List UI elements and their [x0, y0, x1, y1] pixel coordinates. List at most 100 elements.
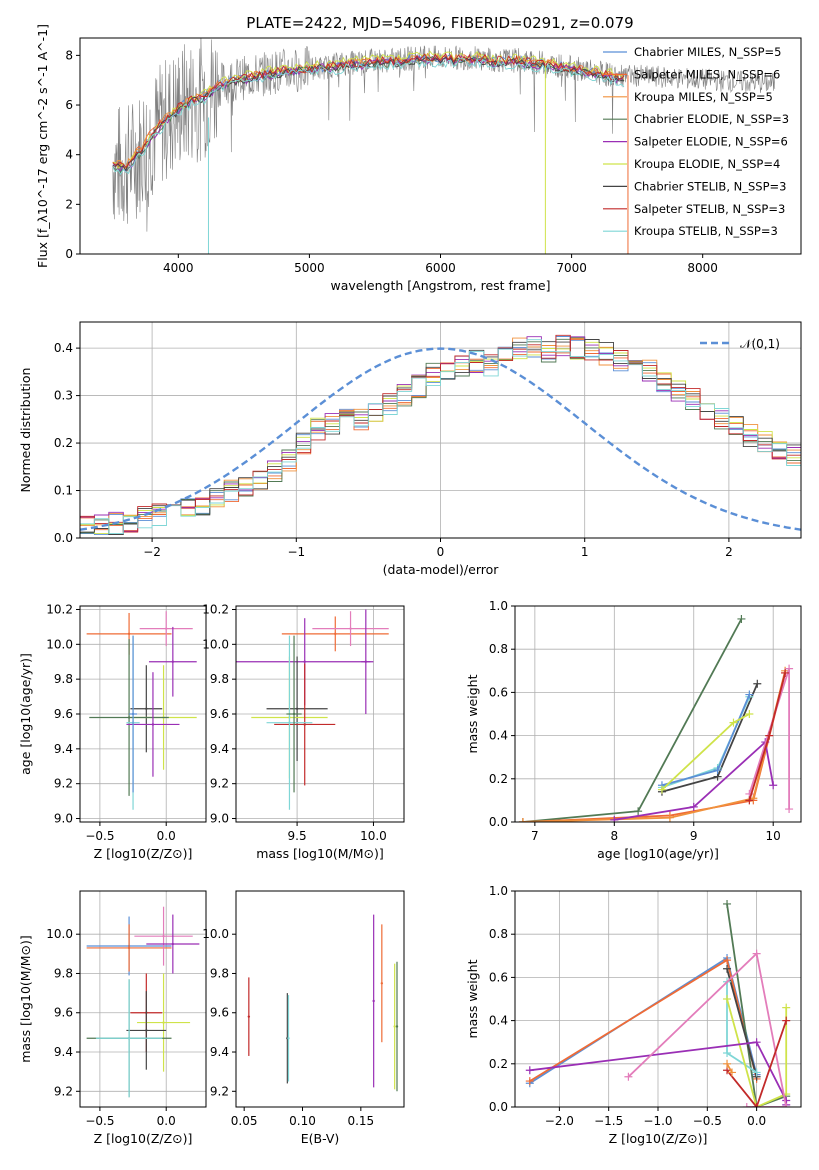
x-tick-label: −1: [287, 545, 305, 559]
weight-marker: [785, 805, 794, 814]
x-axis-label: wavelength [Angstrom, rest frame]: [330, 278, 550, 293]
x-tick-label: 7000: [556, 261, 587, 275]
x-tick-label: 0.15: [347, 1114, 374, 1128]
plot-frame: [79, 605, 207, 823]
x-tick-label: 4000: [163, 261, 194, 275]
plot-frame: [235, 890, 405, 1108]
weight-marker: [745, 796, 754, 805]
x-tick-label: 0.0: [747, 1114, 766, 1128]
y-tick-label: 0.3: [54, 389, 73, 403]
histogram-series: [80, 337, 801, 534]
weight-marker: [723, 995, 732, 1003]
legend: 𝒩(0,1): [700, 337, 780, 351]
x-tick-label: 0: [437, 545, 445, 559]
weight-marker: [782, 1016, 791, 1025]
weight-marker: [665, 813, 674, 822]
y-tick-label: 9.6: [210, 707, 229, 721]
data-point: [151, 723, 155, 726]
plot-frame: [79, 890, 207, 1108]
y-tick-label: 9.2: [210, 777, 229, 791]
x-tick-label: −2.0: [545, 1114, 574, 1128]
data-point: [247, 1015, 251, 1018]
legend: Chabrier MILES, N_SSP=5 Salpeter MILES, N…: [603, 45, 789, 238]
histogram-series: [80, 338, 801, 531]
weight-line: [522, 670, 786, 822]
data-point: [334, 632, 337, 636]
x-axis-label: age [log10(age/yr)]: [597, 846, 719, 861]
weight-marker: [634, 807, 643, 816]
weight-marker: [713, 766, 722, 775]
data-point: [364, 660, 368, 663]
y-tick-label: 8: [65, 48, 73, 62]
weight-marker: [785, 664, 794, 673]
y-tick-label: 10.0: [202, 927, 229, 941]
histogram-series: [80, 337, 801, 526]
x-tick-label: 6000: [425, 261, 456, 275]
y-tick-label: 9.0: [210, 812, 229, 826]
histogram-series: [80, 339, 801, 535]
y-tick-label: 9.8: [210, 672, 229, 686]
y-tick-label: 2: [65, 197, 73, 211]
y-tick-label: 9.0: [54, 812, 73, 826]
weight-marker: [752, 949, 761, 958]
data-point: [395, 1025, 399, 1028]
y-tick-label: 0: [65, 247, 73, 261]
weight-marker: [745, 710, 754, 718]
y-tick-label: 9.6: [54, 1006, 73, 1020]
weight-marker: [781, 668, 790, 677]
weight-marker: [518, 818, 527, 822]
y-tick-label: 9.4: [54, 1045, 73, 1059]
model-series-line: [112, 56, 625, 172]
x-axis-label: E(B-V): [301, 1131, 340, 1146]
y-tick-label: 6: [65, 98, 73, 112]
histogram-series: [80, 334, 801, 533]
x-axis-label: Z [log10(Z/Z⊙)]: [609, 1131, 708, 1146]
weight-marker: [657, 785, 666, 794]
y-tick-label: 9.8: [54, 966, 73, 980]
weight-marker: [752, 1068, 761, 1077]
y-tick-label: 10.2: [202, 602, 229, 616]
data-point: [292, 712, 296, 716]
weight-marker: [745, 690, 754, 699]
weight-marker: [782, 1003, 791, 1012]
plot-area: [525, 899, 791, 1107]
data-point: [171, 660, 175, 663]
x-tick-label: 2: [725, 545, 733, 559]
y-tick-label: 0.0: [54, 531, 73, 545]
data-point: [171, 942, 175, 946]
plot-area: [236, 609, 389, 810]
weight-marker: [752, 1038, 761, 1047]
weight-marker: [723, 1049, 732, 1057]
x-tick-label: −1.5: [594, 1114, 623, 1128]
legend-label: Chabrier MILES, N_SSP=5: [634, 45, 781, 59]
x-tick-label: 0.05: [231, 1114, 258, 1128]
x-tick-label: −2: [143, 545, 161, 559]
data-point: [380, 982, 384, 985]
x-tick-label: 5000: [294, 261, 325, 275]
data-point: [303, 660, 306, 663]
weight-marker: [723, 1059, 732, 1068]
y-tick-label: 10.0: [46, 927, 73, 941]
y-tick-label: 0.2: [54, 436, 73, 450]
plot-frame: [79, 37, 802, 255]
legend-label: Kroupa MILES, N_SSP=5: [634, 90, 773, 104]
grid-lines: [80, 606, 206, 822]
x-tick-label: −0.5: [85, 829, 114, 843]
data-point: [372, 999, 375, 1003]
weight-marker: [737, 614, 746, 623]
y-axis-label: mass [log10(M/M⊙)]: [18, 935, 33, 1063]
model-series-line: [112, 57, 625, 176]
data-point: [165, 627, 168, 630]
y-tick-label: 9.8: [54, 672, 73, 686]
weight-marker: [525, 1077, 534, 1086]
x-axis-label: Z [log10(Z/Z⊙)]: [94, 846, 193, 861]
weight-marker: [727, 1068, 736, 1077]
histogram-series: [80, 339, 801, 534]
y-tick-label: 1.0: [489, 884, 508, 898]
x-tick-label: −0.5: [693, 1114, 722, 1128]
plot-frame: [514, 605, 802, 823]
model-series-line: [112, 53, 625, 169]
x-tick-label: 0.0: [157, 1114, 176, 1128]
plot-area: [86, 906, 200, 1098]
